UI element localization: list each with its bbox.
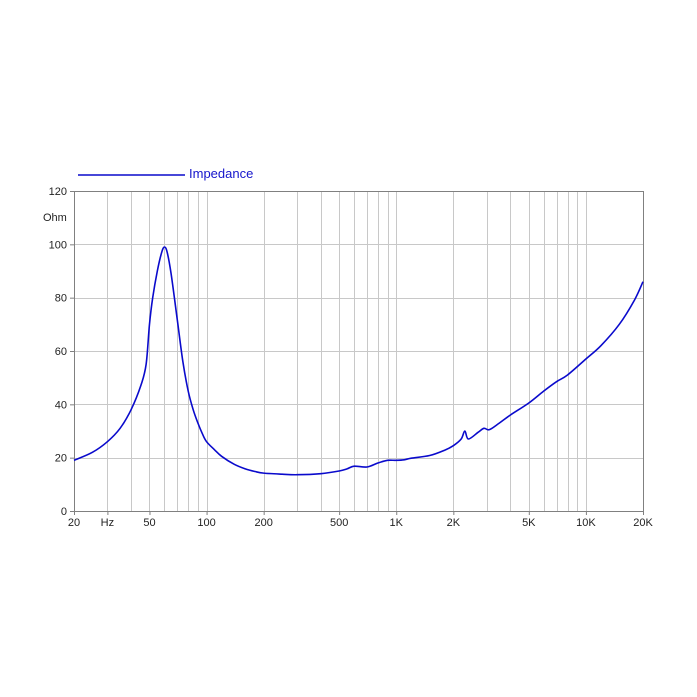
legend-label-impedance: Impedance — [189, 166, 253, 181]
grid-lines — [74, 191, 644, 512]
x-tick-label: 1K — [390, 517, 404, 529]
x-tick-label: Hz — [101, 517, 114, 529]
plot-frame — [74, 191, 644, 512]
y-tick-label: 0 — [61, 506, 67, 518]
x-tick-label: 500 — [330, 517, 348, 529]
series-layer — [73, 246, 644, 476]
x-tick-label: 200 — [254, 517, 272, 529]
series-line-impedance — [73, 246, 644, 476]
legend: Impedance — [78, 166, 253, 181]
x-tick-label: 20K — [633, 517, 653, 529]
x-tick-label: 20 — [68, 517, 80, 529]
axes — [70, 191, 644, 515]
y-tick-label: 60 — [55, 346, 67, 358]
y-tick-label: 20 — [55, 453, 67, 465]
y-tick-label: 100 — [49, 239, 67, 251]
x-tick-label: 50 — [143, 517, 155, 529]
y-axis-label: Ohm — [43, 212, 67, 224]
x-tick-label: 10K — [576, 517, 596, 529]
x-tick-label: 5K — [522, 517, 536, 529]
y-tick-label: 80 — [55, 293, 67, 305]
x-tick-label: 100 — [197, 517, 215, 529]
y-tick-label: 120 — [49, 186, 67, 198]
y-tick-label: 40 — [55, 399, 67, 411]
x-tick-label: 2K — [447, 517, 461, 529]
